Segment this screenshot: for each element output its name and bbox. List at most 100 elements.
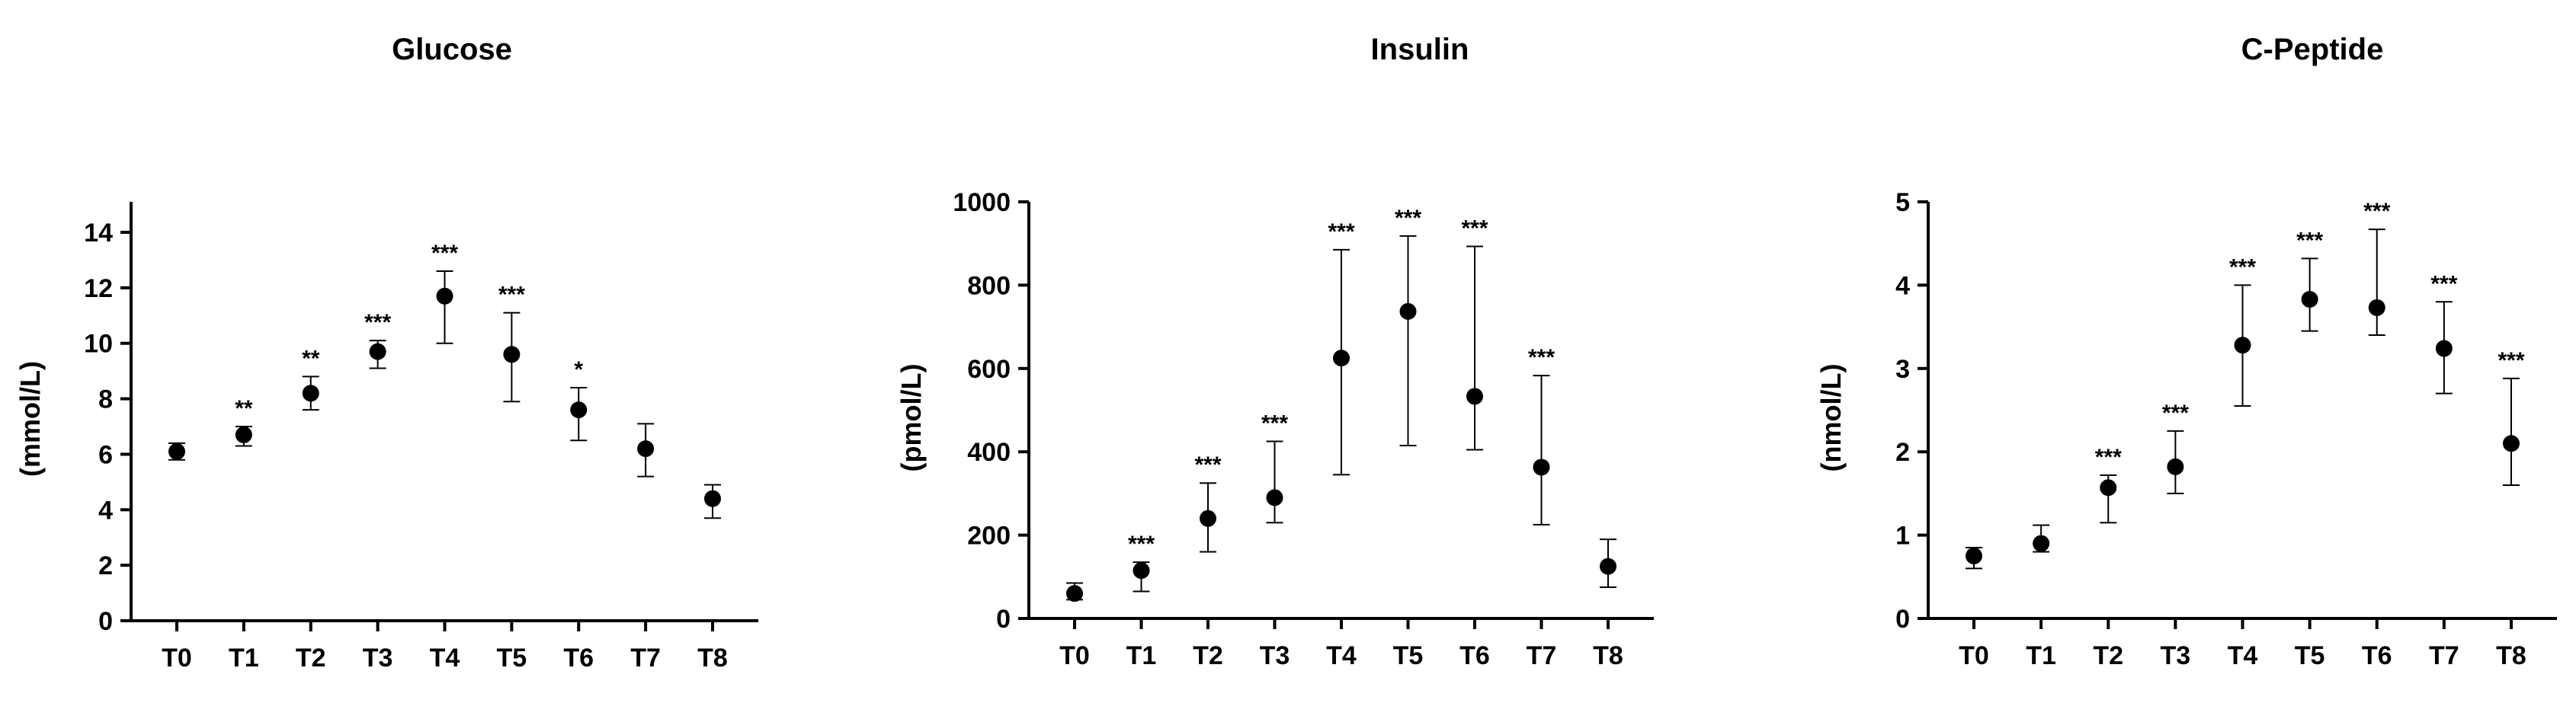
panel-3-y-tick-label: 0 bbox=[1895, 605, 1910, 634]
panel-3-significance-mark: *** bbox=[2296, 228, 2323, 253]
panel-1-data-point bbox=[637, 440, 655, 458]
panel-3-x-tick-label: T3 bbox=[2161, 641, 2191, 670]
panel-2-data-point bbox=[1266, 489, 1283, 506]
panel-1-title: Glucose bbox=[392, 33, 512, 66]
panel-2-x-tick-label: T0 bbox=[1059, 641, 1090, 670]
panel-3-title: C-Peptide bbox=[2241, 33, 2384, 66]
panel-3-data-point bbox=[2234, 337, 2251, 354]
panel-1-y-tick-label: 10 bbox=[84, 330, 113, 359]
panel-3-data-point bbox=[2368, 299, 2385, 316]
panel-3-data-point bbox=[2503, 435, 2520, 452]
panel-1-significance-mark: *** bbox=[431, 241, 458, 266]
panel-1-y-axis-label: (mmol/L) bbox=[14, 361, 46, 477]
panel-1-y-tick-label: 2 bbox=[98, 551, 113, 580]
panel-2-significance-mark: *** bbox=[1194, 452, 1221, 478]
panel-1-x-tick-label: T6 bbox=[563, 644, 594, 673]
panel-3-significance-mark: *** bbox=[2095, 445, 2122, 470]
panel-3-x-tick-label: T5 bbox=[2295, 641, 2325, 670]
panel-1-y-tick-label: 12 bbox=[84, 274, 113, 303]
panel-3-data-point bbox=[2435, 340, 2453, 357]
panel-3-data-point bbox=[2100, 479, 2117, 497]
panel-2-data-point bbox=[1333, 350, 1350, 367]
panel-3-data-point bbox=[1966, 547, 1982, 564]
panel-2-x-tick-label: T8 bbox=[1593, 641, 1623, 670]
panel-1-x-tick-label: T8 bbox=[697, 644, 728, 673]
panel-1-data-point bbox=[235, 426, 252, 443]
panel-3-x-tick-label: T4 bbox=[2228, 641, 2258, 670]
panel-3-x-tick-label: T7 bbox=[2429, 641, 2459, 670]
panel-2-x-tick-label: T2 bbox=[1193, 641, 1223, 670]
panel-3-x-tick-label: T6 bbox=[2362, 641, 2392, 670]
panel-3-significance-mark: *** bbox=[2498, 348, 2524, 373]
panel-1-x-tick-label: T7 bbox=[630, 644, 661, 673]
panel-3-significance-mark: *** bbox=[2162, 401, 2189, 426]
panel-2-data-point bbox=[1133, 562, 1150, 580]
panel-3-y-tick-label: 1 bbox=[1895, 522, 1910, 551]
panel-1-x-tick-label: T2 bbox=[296, 644, 326, 673]
panel-2-y-tick-label: 200 bbox=[967, 522, 1011, 551]
panel-1-x-tick-label: T3 bbox=[363, 644, 393, 673]
panel-2-x-tick-label: T5 bbox=[1393, 641, 1424, 670]
panel-2-significance-mark: *** bbox=[1261, 411, 1288, 436]
panel-3-x-tick-label: T2 bbox=[2093, 641, 2123, 670]
panel-2-x-tick-label: T1 bbox=[1126, 641, 1157, 670]
panel-1-data-point bbox=[369, 343, 386, 360]
panel-3-significance-mark: *** bbox=[2363, 199, 2390, 224]
panel-3-x-tick-label: T1 bbox=[2026, 641, 2056, 670]
panel-2-title: Insulin bbox=[1371, 33, 1469, 66]
panel-1-x-tick-label: T5 bbox=[497, 644, 527, 673]
panel-3-y-axis-label: (nmol/L) bbox=[1815, 364, 1847, 472]
panel-2-x-tick-label: T7 bbox=[1527, 641, 1557, 670]
panel-2-x-tick-label: T3 bbox=[1260, 641, 1290, 670]
panel-3-data-point bbox=[2167, 458, 2184, 475]
panel-2-y-axis-label: (pmol/L) bbox=[896, 364, 927, 472]
panel-2-data-point bbox=[1399, 302, 1417, 320]
panel-2-x-tick-label: T4 bbox=[1326, 641, 1357, 670]
panel-1-significance-mark: *** bbox=[364, 310, 391, 335]
panel-3-data-point bbox=[2301, 290, 2318, 308]
panel-1-y-tick-label: 6 bbox=[98, 440, 113, 469]
panel-2-data-point bbox=[1066, 585, 1083, 602]
panel-3-significance-mark: *** bbox=[2430, 271, 2457, 296]
panel-3-y-tick-label: 5 bbox=[1895, 188, 1910, 217]
panel-1-y-tick-label: 0 bbox=[98, 607, 113, 636]
panel-1-x-tick-label: T1 bbox=[229, 644, 259, 673]
panel-1-x-tick-label: T0 bbox=[162, 644, 192, 673]
panel-2-y-tick-label: 400 bbox=[967, 438, 1011, 467]
panel-3-y-tick-label: 4 bbox=[1895, 271, 1910, 300]
panel-3-significance-mark: *** bbox=[2229, 254, 2256, 280]
panel-3-y-tick-label: 2 bbox=[1895, 438, 1910, 467]
panel-1-data-point bbox=[168, 443, 185, 460]
panel-2-data-point bbox=[1466, 388, 1483, 405]
panel-2-significance-mark: *** bbox=[1128, 532, 1155, 557]
panel-1-data-point bbox=[302, 385, 319, 402]
panel-2-y-tick-label: 0 bbox=[996, 605, 1011, 634]
panel-2-significance-mark: *** bbox=[1395, 206, 1421, 231]
panel-1-significance-mark: ** bbox=[235, 396, 253, 421]
panel-3-x-tick-label: T0 bbox=[1959, 641, 1989, 670]
panel-2-significance-mark: *** bbox=[1461, 216, 1488, 241]
panel-1-y-tick-label: 4 bbox=[98, 496, 113, 525]
panel-2-y-tick-label: 800 bbox=[967, 271, 1011, 300]
panel-3-y-tick-label: 3 bbox=[1895, 355, 1910, 384]
panel-2-data-point bbox=[1200, 510, 1216, 527]
panel-1-data-point bbox=[436, 287, 453, 305]
panel-2-y-tick-label: 1000 bbox=[953, 188, 1011, 217]
panel-1-significance-mark: * bbox=[574, 357, 583, 382]
panel-1-significance-mark: *** bbox=[498, 283, 525, 308]
panel-2-significance-mark: *** bbox=[1328, 219, 1354, 244]
panel-1-data-point bbox=[503, 346, 521, 363]
panel-2-x-tick-label: T6 bbox=[1459, 641, 1490, 670]
panel-2-y-tick-label: 600 bbox=[967, 355, 1011, 384]
panel-1-data-point bbox=[570, 401, 588, 419]
panel-1-y-tick-label: 14 bbox=[84, 219, 113, 248]
panel-3-x-tick-label: T8 bbox=[2496, 641, 2526, 670]
panel-3-data-point bbox=[2033, 535, 2050, 552]
panel-1-data-point bbox=[704, 490, 721, 507]
panel-2-data-point bbox=[1533, 459, 1550, 476]
panel-2-significance-mark: *** bbox=[1528, 345, 1555, 370]
panel-1-significance-mark: ** bbox=[302, 346, 320, 371]
panel-2-data-point bbox=[1600, 558, 1616, 575]
panel-1-y-tick-label: 8 bbox=[98, 385, 113, 414]
